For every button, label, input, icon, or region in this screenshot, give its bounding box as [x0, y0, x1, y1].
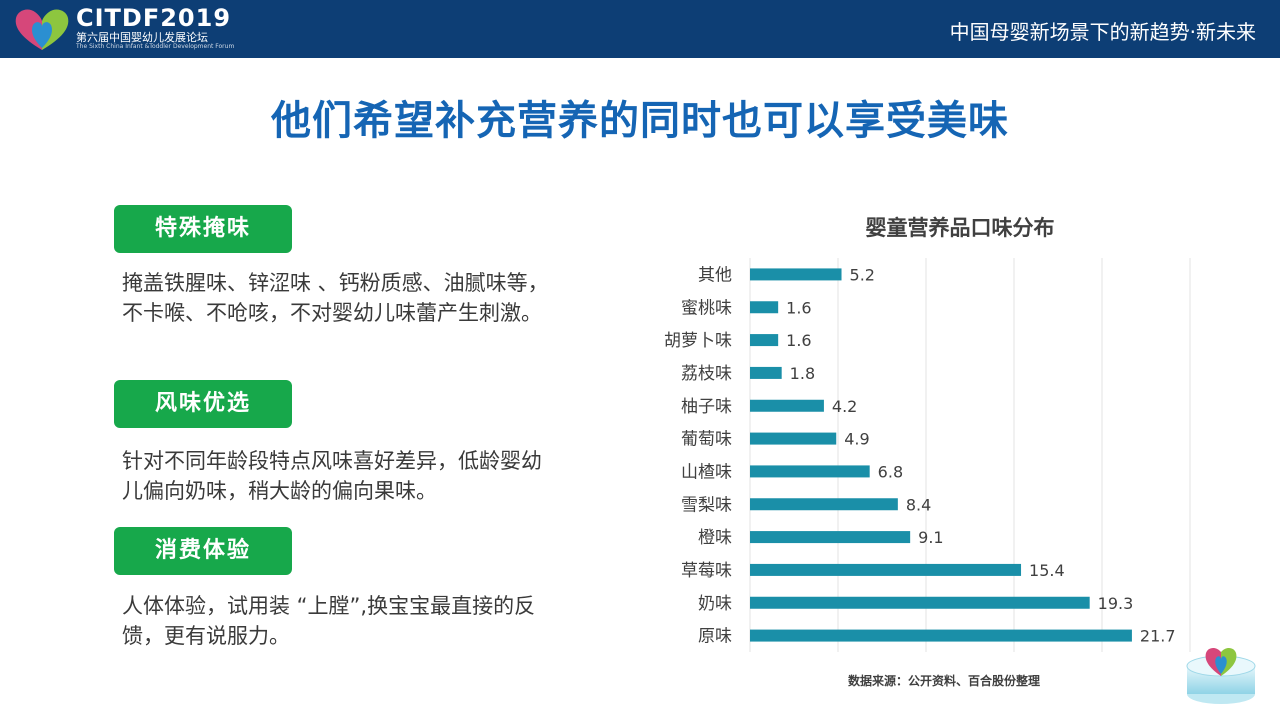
feature-tag-experience: 消费体验 — [114, 527, 292, 575]
data-label: 1.6 — [786, 298, 811, 317]
page-title: 他们希望补充营养的同时也可以享受美味 — [271, 98, 1009, 144]
heart-podium-icon — [1186, 647, 1256, 704]
data-label: 15.4 — [1029, 561, 1065, 580]
category-label: 橙味 — [698, 528, 732, 548]
bar — [750, 498, 898, 511]
bar — [750, 301, 779, 314]
category-label: 蜜桃味 — [681, 298, 732, 318]
bar — [750, 268, 842, 281]
category-label: 荔枝味 — [681, 364, 732, 384]
bar — [750, 432, 837, 445]
data-label: 19.3 — [1098, 594, 1134, 613]
feature-tag-flavor: 风味优选 — [114, 380, 292, 428]
bar — [750, 334, 779, 347]
data-label: 4.2 — [832, 397, 857, 416]
flavor-bar-chart: 其他 5.2 蜜桃味 1.6 胡萝卜味 1.6 荔枝味 1.8 柚子味 4.2 葡萄味 4.9 山楂味 6… — [664, 258, 1191, 652]
category-label: 草莓味 — [681, 561, 732, 581]
category-label: 葡萄味 — [681, 430, 732, 450]
bar — [750, 596, 1090, 609]
bar — [750, 399, 824, 412]
bar — [750, 366, 782, 379]
data-label: 1.8 — [790, 364, 815, 383]
category-label: 其他 — [698, 265, 732, 285]
category-label: 柚子味 — [681, 397, 732, 417]
feature-text-masking: 掩盖铁腥味、锌涩味 、钙粉质感、油腻味等，不卡喉、不呛咳，不对婴幼儿味蕾产生刺激… — [122, 271, 549, 325]
data-label: 21.7 — [1140, 627, 1176, 646]
category-label: 胡萝卜味 — [664, 331, 732, 351]
bar — [750, 531, 911, 544]
category-label: 雪梨味 — [681, 495, 732, 515]
logo-subtitle-cn: 第六届中国婴幼儿发展论坛 — [76, 31, 208, 44]
data-label: 9.1 — [918, 528, 943, 547]
category-label: 山楂味 — [681, 462, 732, 482]
feature-text-experience: 人体体验，试用装 “上膛”,换宝宝最直接的反馈，更有说服力。 — [122, 594, 536, 648]
data-label: 1.6 — [786, 331, 811, 350]
data-label: 6.8 — [878, 462, 903, 481]
category-label: 奶味 — [698, 594, 732, 614]
header-bar: CITDF2019 第六届中国婴幼儿发展论坛 The Sixth China I… — [0, 0, 1280, 58]
header-slogan: 中国母婴新场景下的新趋势·新未来 — [949, 20, 1256, 44]
feature-text-flavor: 针对不同年龄段特点风味喜好差异，低龄婴幼儿偏向奶味，稍大龄的偏向果味。 — [122, 449, 542, 503]
bar — [750, 465, 870, 478]
data-label: 5.2 — [850, 265, 875, 284]
logo-subtitle-en: The Sixth China Infant &Toddler Developm… — [76, 43, 235, 50]
logo-title: CITDF2019 — [76, 4, 232, 32]
heart-logo-icon — [15, 9, 69, 50]
category-label: 原味 — [698, 627, 732, 647]
data-label: 4.9 — [844, 430, 869, 449]
bar — [750, 563, 1022, 576]
source-note: 数据来源：公开资料、百合股份整理 — [848, 674, 1041, 688]
bar — [750, 629, 1132, 642]
chart-title: 婴童营养品口味分布 — [865, 216, 1055, 240]
data-label: 8.4 — [906, 495, 931, 514]
feature-tag-masking: 特殊掩味 — [114, 205, 292, 253]
